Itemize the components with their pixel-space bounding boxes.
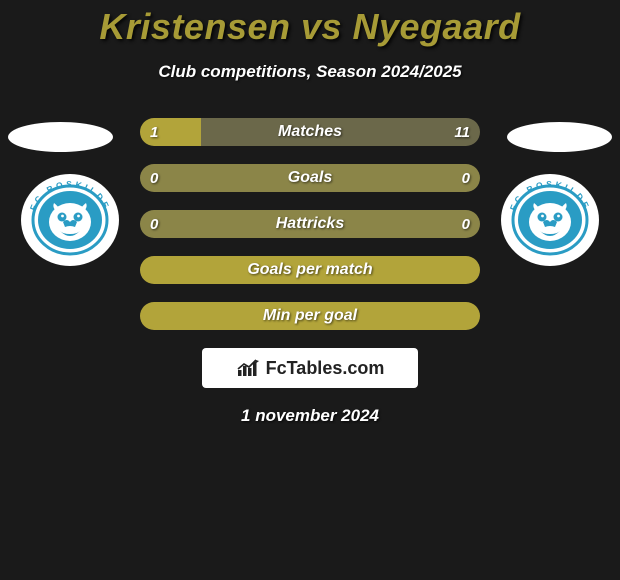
stat-bar: Goals per match [140,256,480,284]
club-badge-right: FC ROSKILDE [500,173,600,267]
page-title: Kristensen vs Nyegaard [0,0,620,48]
stat-bar: Matches111 [140,118,480,146]
credit-badge: FcTables.com [202,348,418,388]
stat-bar: Hattricks00 [140,210,480,238]
player-ellipse-left [8,122,113,152]
player-ellipse-right [507,122,612,152]
stats-bars: Matches111 Goals00 Hattricks00 Goals per ma… [140,118,480,330]
stat-bar: Min per goal [140,302,480,330]
credit-text: FcTables.com [266,358,385,379]
date-text: 1 november 2024 [0,406,620,426]
comparison-card: Kristensen vs Nyegaard Club competitions… [0,0,620,580]
chart-icon [236,358,262,378]
club-badge-left: FC ROSKILDE [20,173,120,267]
stat-bar: Goals00 [140,164,480,192]
subtitle: Club competitions, Season 2024/2025 [0,62,620,82]
